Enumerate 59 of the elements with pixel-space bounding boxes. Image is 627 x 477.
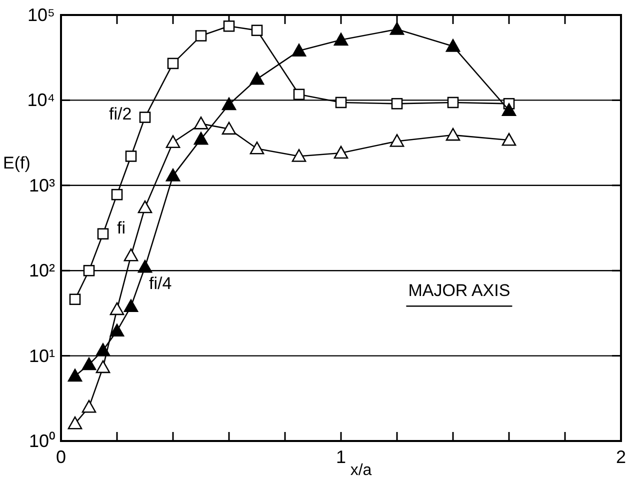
point — [68, 368, 82, 382]
point — [293, 88, 305, 100]
point — [446, 39, 460, 52]
point — [97, 228, 109, 240]
y-tick-label: 10³ — [28, 175, 56, 196]
point — [250, 72, 264, 85]
point — [223, 20, 235, 32]
point — [251, 24, 263, 36]
point — [82, 357, 96, 370]
x-axis-title: x/a — [350, 462, 372, 477]
point — [194, 116, 208, 130]
point — [96, 360, 110, 374]
point — [68, 416, 82, 430]
point — [110, 324, 124, 337]
y-tick-label: 10⁴ — [27, 90, 55, 110]
point — [390, 22, 404, 35]
point — [502, 103, 516, 116]
point — [138, 200, 152, 214]
point — [110, 302, 124, 316]
y-axis-title: E(f) — [3, 153, 30, 172]
point — [124, 248, 138, 262]
series-label: fi/4 — [149, 274, 172, 294]
point — [391, 98, 403, 110]
point — [166, 135, 180, 148]
annotation: MAJOR AXIS — [408, 281, 510, 300]
point — [446, 128, 460, 141]
point — [292, 44, 306, 56]
point — [167, 58, 179, 70]
point — [111, 188, 123, 200]
series-label: fi/2 — [109, 104, 132, 124]
point — [69, 294, 81, 305]
point — [96, 343, 110, 356]
point — [125, 150, 137, 162]
y-tick-label: 10⁰ — [28, 431, 55, 451]
point — [334, 32, 348, 46]
point — [292, 149, 306, 162]
y-tick-label: 10² — [28, 260, 56, 281]
point — [222, 122, 236, 135]
x-tick-label: 0 — [56, 447, 66, 467]
point — [502, 132, 516, 146]
point — [138, 260, 152, 273]
point — [194, 132, 208, 145]
point — [250, 142, 264, 154]
point — [334, 146, 348, 159]
y-tick-label: 10¹ — [28, 346, 56, 366]
point — [390, 134, 404, 147]
point — [166, 168, 180, 182]
series-label: fi — [117, 218, 126, 238]
x-tick-label: 1 — [336, 447, 346, 467]
point — [335, 96, 347, 108]
point — [139, 112, 151, 123]
point — [195, 30, 207, 42]
point — [83, 264, 95, 276]
y-tick-label: 10⁵ — [28, 5, 55, 25]
point — [124, 299, 138, 312]
point — [447, 96, 459, 108]
point — [222, 97, 236, 110]
point — [82, 400, 96, 413]
x-tick-label: 2 — [616, 447, 626, 467]
